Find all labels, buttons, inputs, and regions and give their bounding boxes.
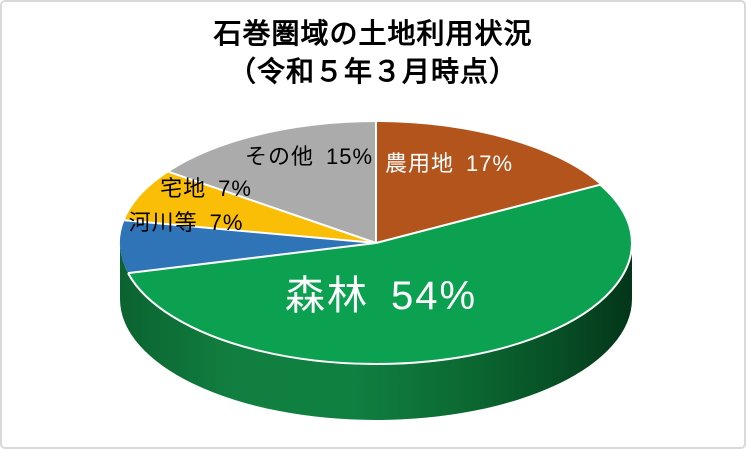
slice-label-residential: 宅地 7%: [160, 176, 252, 201]
pie-slice-farmland: [376, 122, 601, 243]
chart-title-line-2: （令和５年３月時点）: [227, 56, 518, 87]
pie-slice-forest: [128, 184, 632, 364]
slice-separator-other: [168, 170, 377, 244]
slice-separator-forest: [375, 183, 601, 244]
pie-slice-other: [168, 122, 376, 243]
chart-title: 石巻圏域の土地利用状況 （令和５年３月時点）: [2, 15, 744, 91]
slice-label-rivers: 河川等 7%: [128, 210, 244, 235]
pie-front-edge-highlight: [127, 183, 633, 365]
pie-side-3d: [120, 243, 632, 420]
slice-label-farmland: 農用地 17%: [384, 151, 514, 176]
slice-separator-rivers: [127, 242, 377, 275]
pie-slice-rivers: [119, 220, 376, 274]
slice-label-forest: 森林 54%: [284, 274, 478, 318]
slice-label-other: その他 15%: [244, 144, 374, 169]
chart-title-line-1: 石巻圏域の土地利用状況: [213, 18, 533, 49]
slice-separator-residential: [124, 219, 377, 244]
